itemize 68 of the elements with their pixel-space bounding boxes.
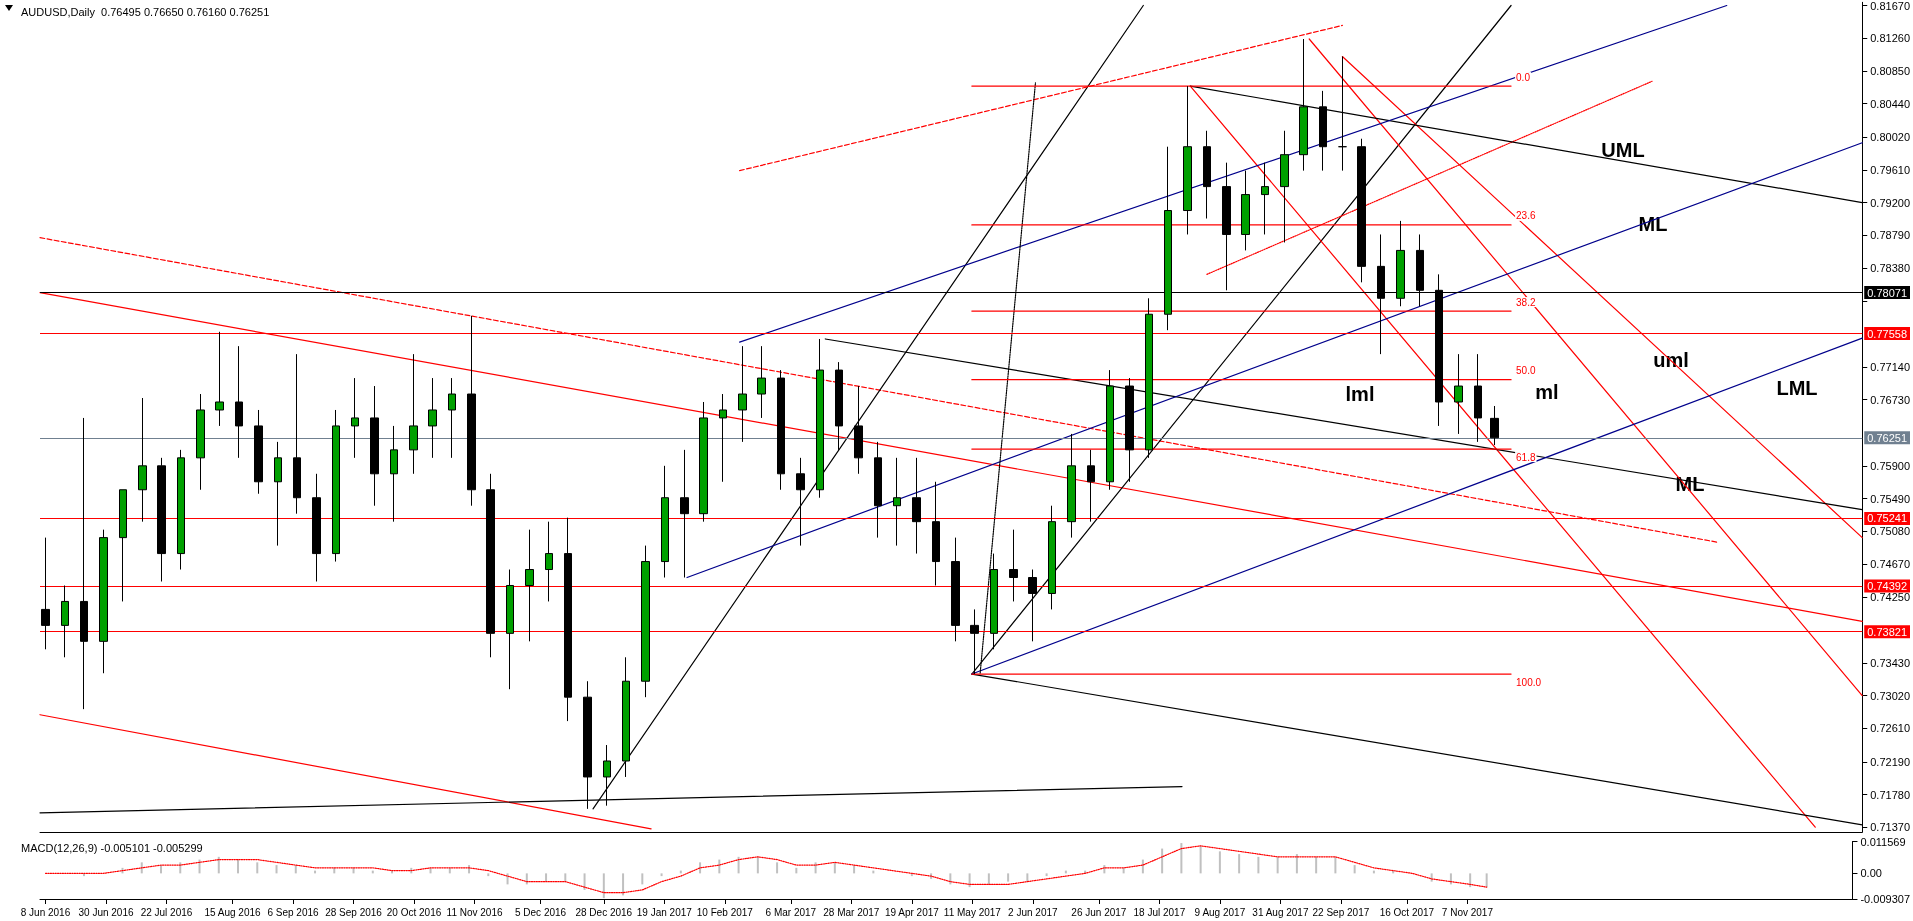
ref-line-label: 0.73821 <box>1867 625 1907 638</box>
annotation: lml <box>1345 383 1375 405</box>
annotation: LML <box>1776 377 1818 399</box>
x-tick-label: 20 Oct 2016 <box>386 906 442 918</box>
y-tick-label: 0.73020 <box>1870 689 1910 702</box>
y-tick-label: 0.81260 <box>1870 32 1910 45</box>
x-tick-label: 11 Nov 2016 <box>446 906 503 918</box>
x-tick-label: 15 Aug 2016 <box>204 906 262 918</box>
series-label: 100.0 <box>1516 676 1542 688</box>
annotation: ml <box>1535 381 1559 403</box>
ref-line-label: 0.74392 <box>1867 580 1907 593</box>
y-tick-label: 0.75080 <box>1870 525 1910 538</box>
ref-line-label: 0.77558 <box>1867 327 1907 340</box>
x-tick-label: 5 Dec 2016 <box>514 906 567 918</box>
x-tick-label: 2 Jun 2017 <box>1008 906 1059 918</box>
annotation: ML <box>1638 213 1668 235</box>
y-tick-label: 0.71370 <box>1870 821 1910 834</box>
x-tick-label: 28 Dec 2016 <box>575 906 633 918</box>
y-tick-label: 0.72190 <box>1870 755 1910 768</box>
y-tick-label: 0.79200 <box>1870 196 1910 209</box>
y-tick-label: 0.74250 <box>1870 591 1910 604</box>
x-tick-label: 10 Feb 2017 <box>696 906 754 918</box>
x-tick-label: 11 May 2017 <box>943 906 1002 918</box>
y-tick-label: 0.75490 <box>1870 492 1910 505</box>
y-tick-label: 0.011569 <box>1860 835 1906 848</box>
ref-line-label: 0.76251 <box>1867 431 1907 444</box>
y-tick-label: 0.80850 <box>1870 64 1910 77</box>
chart-title: MACD(12,26,9) -0.005101 -0.005299 <box>21 841 203 854</box>
series-label: 61.8 <box>1516 451 1536 463</box>
x-tick-label: 7 Nov 2017 <box>1441 906 1494 918</box>
x-tick-label: 8 Jun 2016 <box>20 906 71 918</box>
x-tick-label: 22 Sep 2017 <box>1312 906 1370 918</box>
y-tick-label: 0.72610 <box>1870 722 1910 735</box>
x-tick-label: 18 Jul 2017 <box>1133 906 1186 918</box>
y-tick-label: 0.71780 <box>1870 788 1910 801</box>
y-tick-label: -0.009307 <box>1860 893 1910 905</box>
annotation: UML <box>1601 139 1645 161</box>
y-tick-label: 0.77140 <box>1870 360 1910 373</box>
x-tick-label: 31 Aug 2017 <box>1252 906 1309 918</box>
y-tick-label: 0.79610 <box>1870 163 1910 176</box>
x-tick-label: 16 Oct 2017 <box>1379 906 1435 918</box>
y-tick-label: 0.78790 <box>1870 229 1910 242</box>
y-tick-label: 0.73430 <box>1870 656 1910 669</box>
x-tick-label: 28 Mar 2017 <box>823 906 880 918</box>
x-tick-label: 22 Jul 2016 <box>140 906 193 918</box>
x-tick-label: 19 Jan 2017 <box>636 906 693 918</box>
series-label: 38.2 <box>1516 296 1536 308</box>
x-tick-label: 9 Aug 2017 <box>1194 906 1246 918</box>
y-tick-label: 0.76730 <box>1870 393 1910 406</box>
y-tick-label: 0.74670 <box>1870 557 1910 570</box>
x-tick-label: 6 Sep 2016 <box>267 906 320 918</box>
y-tick-label: 0.80440 <box>1870 97 1910 110</box>
y-tick-label: 0.00 <box>1860 867 1882 880</box>
x-tick-label: 28 Sep 2016 <box>325 906 383 918</box>
y-tick-label: 0.75900 <box>1870 459 1910 472</box>
y-tick-label: 0.78380 <box>1870 261 1910 274</box>
ref-line-label: 0.78071 <box>1867 286 1907 299</box>
ref-line-label: 0.75241 <box>1867 512 1907 525</box>
series-label: 23.6 <box>1516 210 1536 222</box>
y-tick-label: 0.80020 <box>1870 131 1910 144</box>
x-tick-label: 26 Jun 2017 <box>1071 906 1127 918</box>
x-tick-label: 30 Jun 2016 <box>78 906 134 918</box>
chart-title: AUDUSD,Daily 0.76495 0.76650 0.76160 0.76251 <box>21 5 270 18</box>
x-tick-label: 6 Mar 2017 <box>765 906 817 918</box>
y-tick-label: 0.81670 <box>1870 0 1910 12</box>
series-label: 0.0 <box>1516 71 1531 83</box>
x-tick-label: 19 Apr 2017 <box>884 906 940 918</box>
series-label: 50.0 <box>1516 365 1536 377</box>
